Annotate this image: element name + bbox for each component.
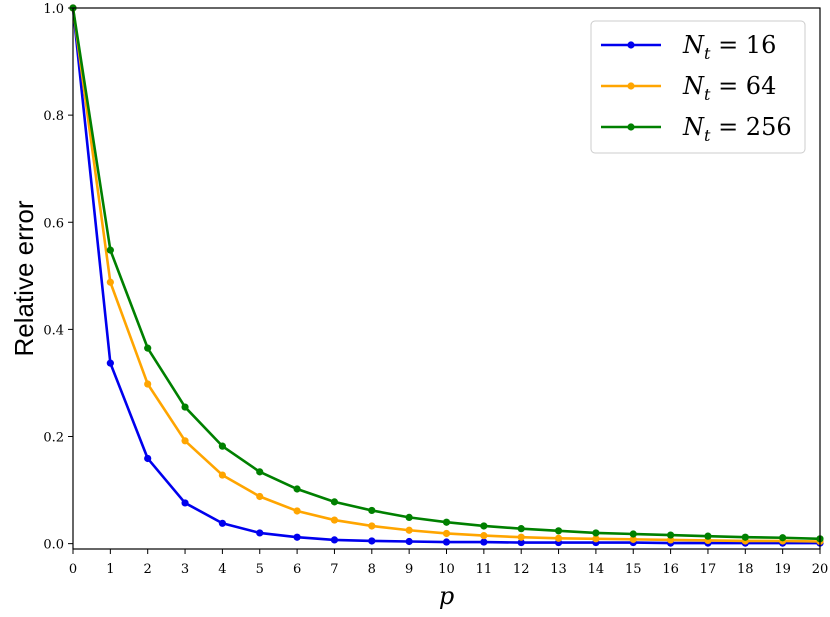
legend-label: Nt = 64: [682, 72, 776, 104]
data-point: [480, 538, 488, 546]
legend-item: Nt = 64: [601, 72, 776, 104]
data-point: [779, 534, 787, 542]
data-point: [517, 525, 525, 533]
data-point: [181, 403, 189, 411]
data-point: [144, 344, 152, 352]
x-tick-label: 14: [588, 562, 605, 577]
legend-item: Nt = 16: [601, 31, 776, 63]
data-point: [330, 498, 339, 506]
data-point: [218, 442, 226, 450]
data-point: [368, 522, 376, 530]
x-tick-label: 18: [737, 562, 754, 577]
x-tick-label: 4: [218, 562, 226, 577]
data-point: [293, 533, 301, 541]
data-point: [368, 506, 376, 515]
data-point: [442, 538, 451, 546]
x-axis-ticks: 0 1 2 3 4 5 6 7 8 9 10 11 12 13 14 15 16 17 18 19 20: [69, 549, 828, 577]
series-0: [69, 4, 824, 547]
x-tick-label: 13: [550, 562, 567, 577]
x-tick-label: 2: [144, 562, 152, 577]
data-point: [256, 492, 264, 501]
data-point: [480, 532, 488, 540]
data-point: [517, 538, 525, 547]
data-point: [704, 532, 712, 540]
y-tick-label: 0.4: [43, 323, 64, 338]
data-point: [741, 533, 749, 541]
data-point: [629, 530, 637, 538]
x-tick-label: 0: [69, 562, 77, 577]
legend-item: Nt = 256: [601, 113, 792, 145]
x-tick-label: 3: [181, 562, 189, 577]
data-point: [405, 526, 413, 534]
data-point: [218, 519, 226, 527]
x-tick-label: 12: [513, 562, 530, 577]
data-point: [293, 507, 301, 515]
legend-marker: [627, 41, 635, 49]
data-point: [256, 529, 264, 537]
y-axis-ticks: 0.0 0.2 0.4 0.6 0.8 1.0: [43, 2, 73, 553]
x-tick-label: 6: [293, 562, 301, 577]
data-point: [106, 278, 114, 286]
x-tick-label: 20: [812, 562, 829, 577]
data-point: [218, 471, 226, 479]
series-layer: [69, 4, 824, 547]
data-point: [330, 516, 339, 524]
y-tick-label: 0.2: [43, 431, 64, 446]
data-point: [330, 536, 339, 544]
legend-marker: [627, 82, 635, 90]
legend: Nt = 16 Nt = 64 Nt = 256: [590, 20, 806, 154]
data-point: [106, 246, 114, 254]
x-tick-label: 17: [700, 562, 717, 577]
data-point: [592, 529, 600, 537]
data-point: [181, 437, 189, 445]
data-point: [667, 531, 675, 539]
data-point: [368, 537, 376, 545]
data-point: [181, 499, 189, 507]
x-tick-label: 10: [438, 562, 455, 577]
data-point: [144, 454, 152, 463]
legend-marker: [627, 123, 635, 131]
y-axis-label: Relative error: [9, 200, 39, 356]
data-point: [629, 535, 637, 543]
data-point: [554, 534, 563, 542]
series-2: [69, 4, 824, 543]
data-point: [442, 518, 451, 526]
data-point: [405, 537, 413, 546]
x-tick-label: 11: [476, 562, 493, 577]
legend-label: Nt = 16: [682, 31, 776, 63]
x-tick-label: 19: [774, 562, 791, 577]
x-tick-label: 7: [330, 562, 338, 577]
data-point: [480, 522, 488, 530]
legend-box: [590, 20, 806, 154]
y-tick-label: 0.0: [43, 538, 64, 553]
data-point: [554, 527, 563, 535]
x-tick-label: 16: [662, 562, 679, 577]
x-tick-label: 9: [405, 562, 413, 577]
data-point: [106, 359, 114, 367]
y-tick-label: 0.8: [43, 109, 64, 124]
legend-label: Nt = 256: [682, 113, 792, 145]
y-tick-label: 0.6: [43, 216, 64, 231]
x-tick-label: 8: [368, 562, 376, 577]
y-tick-label: 1.0: [43, 2, 64, 17]
data-point: [442, 529, 451, 538]
x-tick-label: 15: [625, 562, 642, 577]
x-tick-label: 5: [256, 562, 264, 577]
data-point: [592, 535, 600, 543]
data-point: [144, 380, 152, 388]
x-tick-label: 1: [106, 562, 114, 577]
data-point: [293, 485, 301, 493]
data-point: [256, 468, 264, 476]
data-point: [405, 513, 413, 521]
data-point: [517, 533, 525, 541]
x-axis-label: p: [439, 582, 454, 610]
